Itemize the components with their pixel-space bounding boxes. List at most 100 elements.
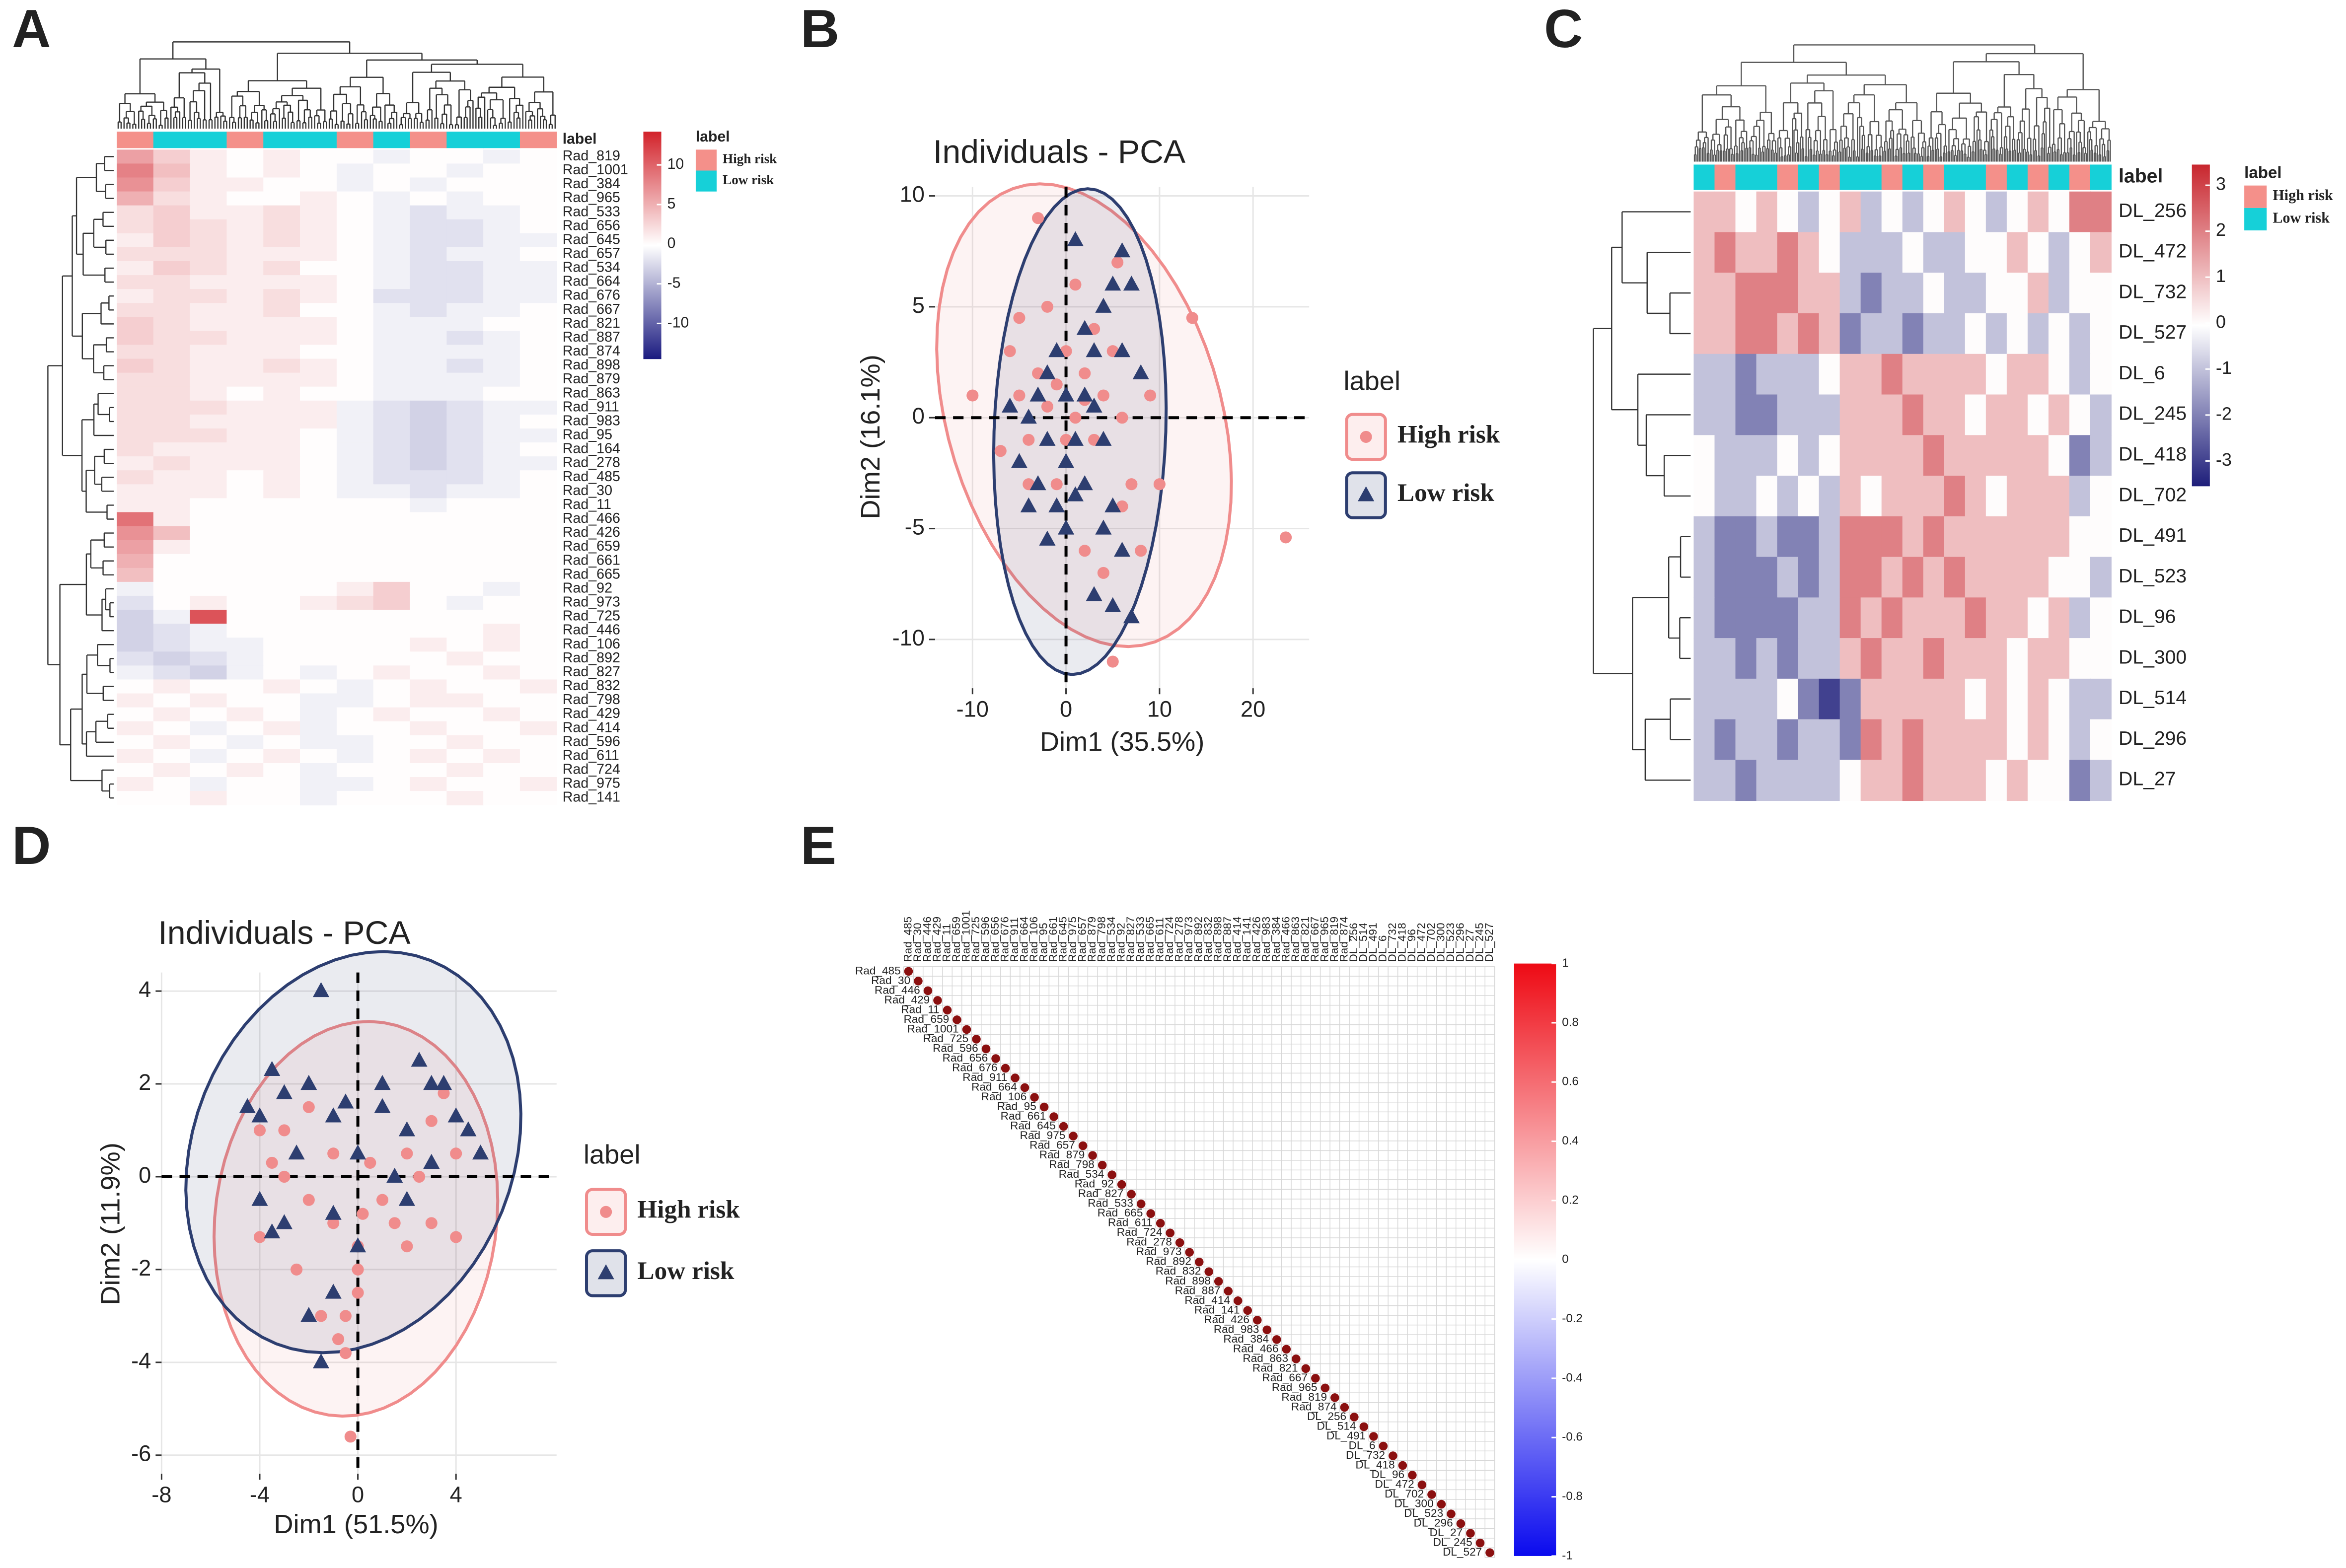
label-bar-cell	[190, 132, 227, 148]
heatmap-cell	[410, 526, 447, 541]
heatmap-cell	[1965, 719, 1986, 761]
correlation-dot	[1447, 1509, 1456, 1518]
data-point	[1067, 486, 1084, 501]
row-label: Rad_596	[563, 733, 620, 749]
heatmap-cell	[153, 275, 191, 290]
correlation-dot	[962, 1025, 971, 1034]
heatmap-cell	[483, 735, 520, 750]
column-label: DL_514	[1357, 923, 1369, 962]
heatmap-cell	[1714, 354, 1736, 395]
heatmap-cell	[116, 581, 154, 596]
heatmap-cell	[1839, 557, 1861, 598]
heatmap-cell	[1798, 476, 1820, 517]
heatmap-cell	[1693, 719, 1715, 761]
heatmap-cell	[483, 414, 520, 429]
heatmap-cell	[336, 428, 374, 443]
heatmap-cell	[1860, 678, 1882, 720]
heatmap-cell	[263, 707, 300, 722]
correlation-dot	[1437, 1499, 1446, 1509]
heatmap-cell	[2006, 191, 2028, 233]
heatmap-cell	[300, 442, 337, 457]
label-bar-title: label	[2119, 165, 2163, 187]
heatmap-cell	[373, 638, 411, 652]
correlation-dot	[1224, 1286, 1233, 1296]
y-tick-label: -10	[892, 625, 925, 650]
correlation-dot	[923, 986, 933, 996]
heatmap-cell	[1902, 435, 1924, 476]
label-bar-cell	[153, 132, 191, 148]
heatmap-cell	[446, 303, 484, 318]
heatmap-cell	[263, 665, 300, 680]
heatmap-cell	[190, 791, 227, 806]
heatmap-cell	[1860, 516, 1882, 558]
column-label: Rad_1001	[959, 910, 972, 962]
heatmap-cell	[153, 400, 191, 415]
heatmap-cell	[1944, 273, 1966, 314]
heatmap-cell	[300, 791, 337, 806]
heatmap-cell	[1798, 394, 1820, 436]
correlation-dot	[1389, 1451, 1397, 1460]
heatmap-cell	[1777, 232, 1799, 274]
column-label: Rad_898	[1212, 917, 1224, 962]
heatmap-cell	[116, 707, 154, 722]
heatmap-cell	[1756, 476, 1778, 517]
heatmap-cell	[300, 638, 337, 652]
heatmap-cell	[446, 233, 484, 248]
row-label: Rad_30	[871, 974, 910, 987]
data-point	[1358, 486, 1375, 501]
heatmap-cell	[2006, 597, 2028, 639]
chart-title: Individuals - PCA	[933, 134, 1186, 170]
heatmap-cell	[1714, 273, 1736, 314]
heatmap-cell	[336, 456, 374, 471]
heatmap-cell	[2027, 232, 2049, 274]
heatmap-cell	[1944, 191, 1966, 233]
column-label: Rad_725	[969, 917, 982, 962]
column-label: Rad_887	[1221, 917, 1234, 962]
column-label: DL_296	[1454, 923, 1466, 962]
data-point	[1050, 478, 1063, 491]
heatmap-cell	[263, 163, 300, 178]
column-label: Rad_278	[1173, 917, 1185, 962]
heatmap-cell	[336, 442, 374, 457]
colorbar-tick-label: 5	[667, 196, 676, 212]
heatmap-cell	[1798, 557, 1820, 598]
colorbar-tick-label: 0	[2216, 311, 2226, 332]
heatmap-cell	[519, 595, 557, 610]
heatmap-cell	[483, 233, 520, 248]
heatmap-cell	[153, 191, 191, 206]
row-label: Rad_879	[563, 371, 620, 387]
data-point	[1186, 312, 1198, 324]
row-label: Rad_95	[997, 1100, 1036, 1113]
heatmap-cell	[226, 679, 264, 694]
heatmap-cell	[519, 205, 557, 220]
data-point	[1076, 475, 1093, 491]
heatmap-cell	[1965, 678, 1986, 720]
row-label: DL_245	[1433, 1536, 1472, 1549]
data-point	[327, 1147, 340, 1160]
heatmap-cell	[446, 219, 484, 234]
heatmap-cell	[300, 177, 337, 192]
heatmap-cell	[1985, 191, 2007, 233]
heatmap-cell	[1839, 354, 1861, 395]
heatmap-cell	[2027, 435, 2049, 476]
heatmap-cell	[373, 721, 411, 736]
correlation-dot	[1059, 1122, 1068, 1131]
colorbar-tick-label: 1	[2216, 266, 2226, 286]
data-point	[398, 1191, 415, 1206]
heatmap-cell	[373, 735, 411, 750]
heatmap-cell	[300, 679, 337, 694]
row-label: DL_523	[1404, 1507, 1443, 1519]
column-label: Rad_429	[931, 917, 943, 962]
data-point	[239, 1098, 256, 1113]
heatmap-cell	[153, 679, 191, 694]
row-label: DL_27	[2119, 769, 2176, 790]
heatmap-cell	[519, 358, 557, 373]
heatmap-cell	[116, 735, 154, 750]
heatmap-cell	[153, 442, 191, 457]
colorbar-tick-label: 10	[667, 156, 684, 172]
heatmap-cell	[519, 303, 557, 318]
heatmap-cell	[226, 540, 264, 555]
heatmap-cell	[2006, 232, 2028, 274]
data-point	[1095, 297, 1112, 313]
heatmap-cell	[116, 665, 154, 680]
